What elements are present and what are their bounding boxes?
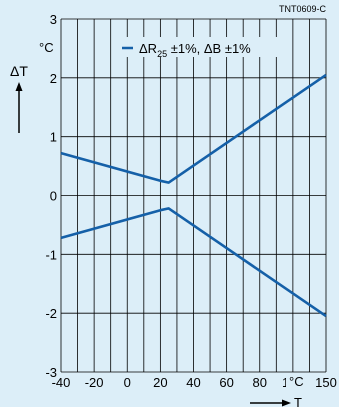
chart-code: TNT0609-C — [279, 4, 327, 14]
x-tick-label: -40 — [52, 375, 71, 390]
y-tick-label: 3 — [50, 12, 57, 27]
x-tick-label: 40 — [186, 375, 200, 390]
legend-label: ΔR25 ±1%, ΔB ±1% — [139, 41, 251, 59]
y-tick-label: -2 — [45, 306, 57, 321]
y-tick-label: 0 — [50, 189, 57, 204]
y-axis-label: ΔT — [10, 63, 28, 79]
y-tick-label: 2 — [50, 71, 57, 86]
x-tick-label: 20 — [153, 375, 167, 390]
x-unit-label: °C — [289, 374, 304, 389]
x-axis-label: T — [294, 395, 302, 407]
series-lines — [60, 73, 327, 318]
y-tick-label: -3 — [45, 365, 57, 380]
x-tick-label: 0 — [124, 375, 131, 390]
legend-rest: ±1%, ΔB ±1% — [167, 41, 251, 56]
y-unit-bg — [36, 39, 58, 56]
series-line-upper — [60, 73, 327, 184]
code-bg — [271, 3, 327, 14]
y-unit-label: °C — [39, 40, 54, 55]
y-tick-label: 1 — [50, 130, 57, 145]
y-axis-arrow — [15, 82, 23, 133]
legend-bg — [118, 37, 278, 57]
legend-main: ΔR — [139, 41, 157, 56]
y-tick-label: -1 — [45, 247, 57, 262]
grid — [60, 18, 327, 373]
legend-subscript: 25 — [157, 49, 167, 59]
x-tick-label: 60 — [219, 375, 233, 390]
series-line-lower — [60, 207, 327, 318]
x-tick-label: -20 — [85, 375, 104, 390]
y-tick-labels: 3 2 1 0 -1 -2 -3 — [45, 12, 57, 380]
x-tick-label: 150 — [315, 375, 337, 390]
x-unit-bg — [286, 373, 310, 389]
x-axis-arrow — [250, 399, 291, 407]
x-tick-label: 80 — [253, 375, 267, 390]
